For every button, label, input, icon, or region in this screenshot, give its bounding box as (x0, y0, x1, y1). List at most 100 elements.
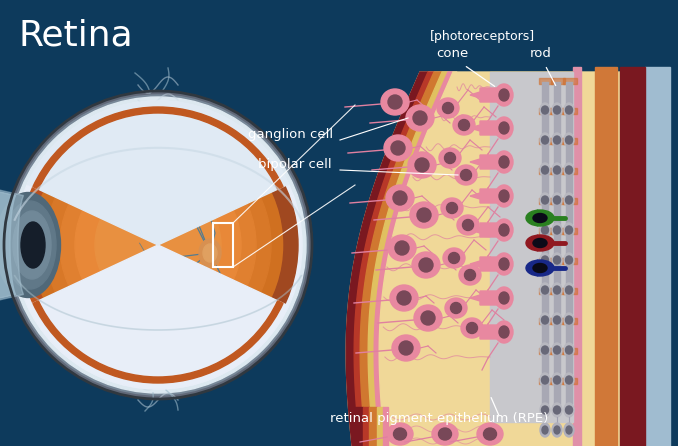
Bar (566, 112, 572, 134)
Ellipse shape (542, 196, 549, 204)
Ellipse shape (408, 152, 436, 178)
Ellipse shape (395, 241, 409, 255)
Text: [photoreceptors]: [photoreceptors] (430, 30, 535, 43)
Ellipse shape (533, 214, 547, 223)
Ellipse shape (495, 84, 513, 106)
Polygon shape (0, 190, 16, 300)
Circle shape (4, 91, 312, 399)
Ellipse shape (565, 136, 572, 144)
Bar (542, 382, 548, 404)
Bar (539, 258, 553, 264)
Ellipse shape (412, 252, 440, 278)
Ellipse shape (565, 406, 572, 414)
FancyArrow shape (470, 257, 498, 271)
Bar (392, 412, 630, 446)
Ellipse shape (542, 406, 549, 414)
Circle shape (8, 95, 308, 395)
FancyArrow shape (470, 88, 498, 102)
Ellipse shape (499, 224, 509, 236)
Ellipse shape (415, 158, 429, 172)
Bar (551, 198, 565, 204)
Bar (563, 168, 577, 174)
Bar (566, 292, 572, 314)
Ellipse shape (459, 265, 481, 285)
Ellipse shape (495, 287, 513, 309)
Bar (563, 378, 577, 384)
Ellipse shape (533, 264, 547, 273)
Bar (551, 228, 565, 234)
Bar (554, 292, 560, 314)
Bar (551, 378, 565, 384)
Bar (566, 322, 572, 344)
Bar (554, 382, 560, 404)
Bar (566, 172, 572, 194)
Ellipse shape (388, 235, 416, 261)
Ellipse shape (564, 373, 574, 387)
Ellipse shape (410, 202, 438, 228)
Ellipse shape (455, 165, 477, 185)
Ellipse shape (453, 115, 475, 135)
Bar (539, 228, 553, 234)
Bar (566, 262, 572, 284)
Bar (542, 232, 548, 254)
Bar (363, 407, 369, 446)
Circle shape (14, 101, 302, 389)
Bar (551, 108, 565, 114)
Bar (551, 318, 565, 324)
Ellipse shape (564, 103, 574, 117)
FancyArrow shape (470, 155, 498, 169)
Bar (551, 168, 565, 174)
Ellipse shape (437, 98, 459, 118)
Ellipse shape (421, 311, 435, 325)
Ellipse shape (387, 423, 413, 445)
Ellipse shape (477, 423, 503, 445)
Polygon shape (360, 72, 442, 446)
Ellipse shape (495, 151, 513, 173)
Ellipse shape (540, 223, 550, 237)
Ellipse shape (566, 426, 572, 434)
Ellipse shape (565, 346, 572, 354)
Ellipse shape (552, 193, 562, 207)
Bar (213, 223, 233, 267)
Ellipse shape (445, 153, 456, 164)
FancyArrow shape (470, 223, 498, 237)
Ellipse shape (542, 316, 549, 324)
Ellipse shape (390, 285, 418, 311)
Ellipse shape (564, 343, 574, 357)
Text: cone: cone (436, 47, 468, 60)
Bar (542, 172, 548, 194)
Ellipse shape (564, 283, 574, 297)
Ellipse shape (565, 226, 572, 234)
Ellipse shape (499, 326, 509, 338)
Circle shape (32, 119, 284, 371)
Ellipse shape (432, 423, 458, 445)
Ellipse shape (540, 373, 550, 387)
Bar (542, 352, 548, 374)
Bar (542, 262, 548, 284)
Circle shape (60, 147, 256, 343)
Ellipse shape (552, 133, 562, 147)
Ellipse shape (464, 269, 475, 281)
Ellipse shape (450, 302, 462, 314)
Text: retinal pigment epithelium (RPE): retinal pigment epithelium (RPE) (330, 412, 549, 425)
Bar (554, 322, 560, 344)
Wedge shape (28, 101, 289, 245)
Bar (595, 67, 617, 446)
Polygon shape (528, 210, 538, 226)
Ellipse shape (552, 403, 562, 417)
Bar (566, 352, 572, 374)
Ellipse shape (540, 403, 550, 417)
Ellipse shape (552, 283, 562, 297)
Ellipse shape (565, 106, 572, 114)
Text: Retina: Retina (18, 19, 133, 53)
Bar (542, 202, 548, 224)
Ellipse shape (542, 106, 549, 114)
Ellipse shape (540, 133, 550, 147)
Ellipse shape (445, 298, 467, 318)
Ellipse shape (564, 423, 574, 437)
Ellipse shape (564, 253, 574, 267)
Ellipse shape (533, 239, 547, 248)
Ellipse shape (406, 105, 434, 131)
Text: ganglion cell: ganglion cell (248, 128, 333, 141)
Circle shape (26, 113, 290, 377)
